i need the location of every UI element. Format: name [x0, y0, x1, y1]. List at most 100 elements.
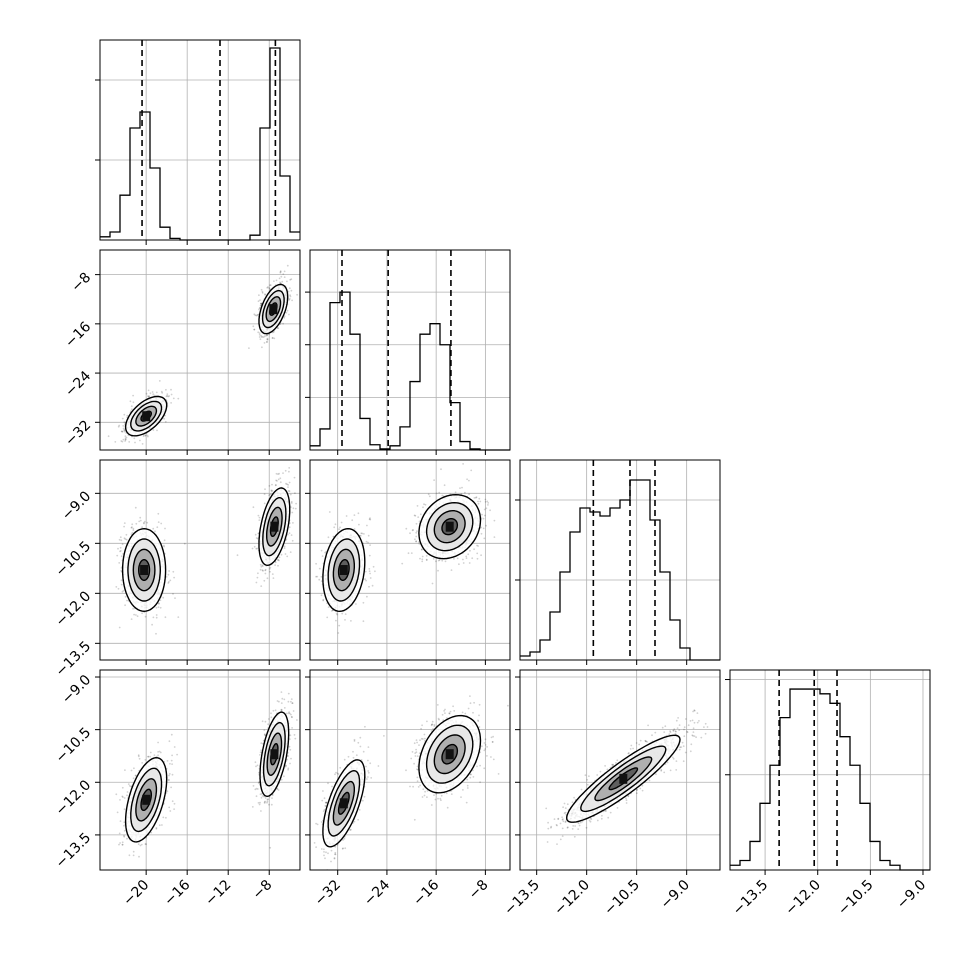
sample-point — [274, 564, 276, 566]
sample-point — [261, 335, 264, 338]
sample-point — [277, 564, 279, 567]
sample-point — [257, 331, 260, 334]
sample-point — [462, 463, 464, 465]
sample-point — [124, 595, 127, 598]
sample-point — [155, 827, 158, 830]
sample-point — [262, 570, 264, 572]
sample-point — [146, 434, 149, 437]
sample-point — [288, 470, 290, 473]
axes-frame — [309, 249, 511, 451]
sample-point — [116, 554, 119, 557]
axes-frame — [99, 39, 301, 241]
sample-point — [123, 834, 125, 837]
sample-point — [320, 580, 323, 582]
sample-point — [286, 555, 289, 558]
sample-point — [264, 335, 266, 337]
scatter-contour-panel: −13.5−12.0−10.5−9.0 — [53, 459, 301, 680]
sample-point — [285, 311, 288, 314]
sample-point — [263, 493, 266, 495]
sample-point — [125, 538, 128, 541]
sample-point — [290, 534, 293, 536]
sample-point — [121, 590, 124, 593]
sample-point — [271, 483, 273, 486]
sample-point — [266, 577, 269, 580]
sample-point — [268, 494, 270, 497]
sample-point — [476, 552, 479, 555]
sample-point — [281, 280, 284, 283]
sample-point — [125, 436, 128, 439]
sample-point — [271, 337, 274, 339]
sample-point — [322, 598, 325, 601]
sample-point — [256, 576, 259, 579]
sample-point — [417, 516, 420, 518]
sample-point — [258, 336, 261, 338]
sample-point — [322, 599, 325, 602]
sample-point — [286, 483, 288, 486]
sample-point — [141, 526, 144, 529]
sample-point — [152, 393, 155, 395]
sample-point — [261, 290, 264, 293]
sample-point — [137, 843, 140, 846]
axes-frame — [519, 459, 721, 661]
sample-point — [173, 576, 176, 579]
sample-point — [157, 606, 160, 609]
sample-point — [282, 472, 284, 474]
sample-point — [277, 559, 279, 561]
sample-point — [126, 414, 129, 417]
sample-point — [433, 479, 435, 481]
sample-point — [121, 417, 124, 420]
sample-point — [168, 395, 171, 397]
sample-point — [294, 507, 297, 510]
sample-point — [122, 438, 125, 441]
sample-point — [443, 484, 446, 487]
sample-point — [121, 430, 124, 433]
sample-point — [291, 511, 294, 514]
sample-point — [440, 468, 442, 471]
sample-point — [353, 528, 356, 530]
sample-point — [163, 417, 166, 420]
sample-point — [171, 800, 174, 803]
sample-point — [279, 270, 282, 272]
sample-point — [418, 543, 421, 545]
sample-point — [161, 392, 164, 394]
sample-point — [368, 568, 371, 570]
sample-point — [123, 525, 125, 528]
sample-point — [288, 298, 291, 300]
sample-point — [137, 754, 140, 757]
sample-point — [335, 612, 338, 615]
sample-point — [165, 576, 168, 578]
y-tick-label: −24 — [62, 368, 94, 400]
sample-point — [425, 555, 428, 557]
sample-point — [143, 522, 145, 525]
sample-point — [147, 755, 150, 758]
sample-point — [260, 302, 263, 305]
sample-point — [366, 595, 368, 598]
sample-point — [438, 491, 441, 494]
sample-point — [260, 565, 263, 568]
sample-point — [259, 563, 262, 566]
sample-point — [128, 785, 131, 787]
sample-point — [351, 519, 354, 522]
sample-point — [125, 533, 128, 536]
sample-point — [259, 338, 262, 341]
sample-point — [333, 526, 336, 529]
sample-point — [464, 491, 466, 494]
sample-point — [428, 495, 431, 498]
sample-point — [324, 551, 326, 554]
sample-point — [142, 435, 145, 438]
sample-point — [413, 514, 416, 517]
sample-point — [288, 287, 291, 290]
sample-point — [119, 546, 122, 549]
sample-point — [328, 511, 331, 513]
sample-point — [283, 315, 286, 318]
sample-point — [257, 313, 259, 316]
sample-point — [253, 545, 256, 548]
sample-point — [320, 594, 323, 597]
sample-point — [341, 612, 344, 615]
sample-point — [411, 529, 414, 532]
sample-point — [282, 322, 284, 325]
sample-point — [268, 485, 271, 487]
histogram-panel — [95, 39, 301, 245]
sample-point — [289, 493, 292, 496]
sample-point — [421, 560, 424, 563]
